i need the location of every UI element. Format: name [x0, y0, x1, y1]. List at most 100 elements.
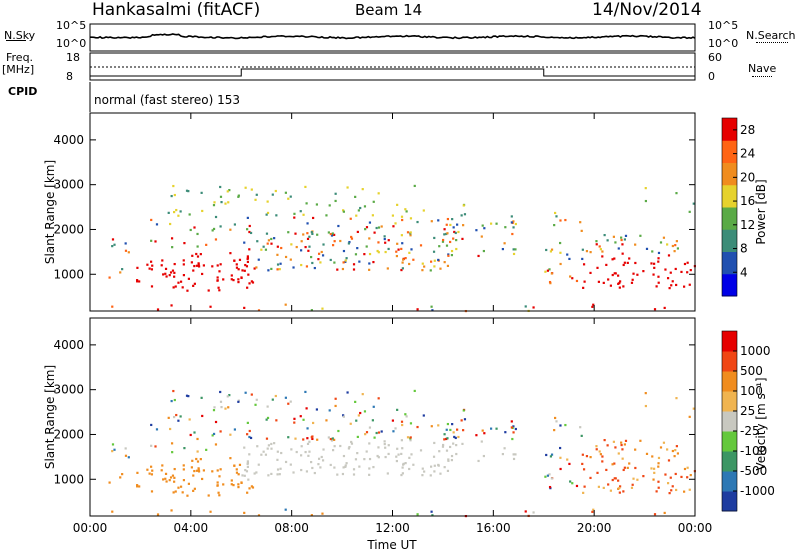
power-echo-cell [409, 231, 412, 234]
velocity-echo-cell [416, 513, 419, 516]
power-echo-cell [325, 214, 328, 217]
power-echo-cell [669, 271, 672, 274]
power-echo-cell [438, 245, 441, 248]
power-echo-cell [227, 201, 230, 204]
power-echo-cell [463, 213, 467, 216]
power-echo-cell [611, 258, 614, 261]
velocity-echo-cell [222, 483, 225, 486]
velocity-echo-cell [620, 441, 623, 444]
power-echo-cell [287, 231, 290, 234]
power-echo-cell [408, 251, 411, 254]
velocity-echo-cell [119, 476, 122, 479]
power-echo-cell [127, 251, 130, 254]
power-echo-cell [375, 226, 378, 230]
power-echo-cell [582, 263, 586, 266]
power-echo-cell [121, 268, 124, 271]
velocity-echo-cell [636, 478, 639, 481]
power-echo-cell [171, 246, 174, 249]
velocity-echo-cell [156, 513, 160, 516]
velocity-echo-cell [621, 457, 624, 460]
velocity-echo-cell [255, 398, 258, 401]
velocity-echo-cell [443, 438, 446, 441]
power-echo-cell [400, 247, 403, 251]
power-echo-cell [150, 285, 154, 288]
power-echo-cell [173, 275, 176, 278]
power-echo-cell [450, 249, 454, 253]
velocity-echo-cell [310, 460, 313, 464]
colorbar-swatch [722, 351, 737, 372]
velocity-echo-cell [358, 465, 361, 468]
velocity-echo-cell [179, 485, 183, 488]
power-echo-cell [462, 204, 465, 207]
colorbar-swatch [722, 471, 737, 492]
power-echo-cell [480, 235, 483, 238]
velocity-echo-cell [555, 420, 558, 423]
velocity-echo-cell [400, 420, 404, 423]
power-echo-cell [368, 262, 371, 265]
power-echo-cell [354, 195, 357, 198]
velocity-echo-cell [266, 447, 269, 450]
velocity-echo-cell [154, 445, 157, 448]
power-echo-cell [219, 185, 222, 189]
velocity-echo-cell [669, 476, 672, 479]
velocity-echo-cell [670, 489, 673, 492]
power-echo-cell [622, 263, 625, 267]
power-echo-cell [305, 265, 309, 268]
velocity-echo-cell [190, 466, 193, 469]
power-echo-cell [299, 210, 302, 213]
velocity-echo-cell [384, 455, 387, 459]
power-echo-cell [446, 232, 449, 235]
velocity-echo-cell [455, 452, 458, 456]
velocity-echo-cell [229, 457, 232, 460]
velocity-echo-cell [334, 404, 337, 408]
velocity-echo-cell [559, 424, 562, 427]
velocity-echo-cell [437, 424, 440, 427]
velocity-echo-cell [419, 449, 423, 452]
power-echo-cell [653, 266, 656, 269]
velocity-echo-cell [187, 395, 190, 398]
velocity-echo-cell [377, 431, 381, 434]
velocity-echo-cell [311, 466, 314, 470]
velocity-echo-cell [183, 447, 186, 450]
velocity-cbar-label: Velocity [m s⁻¹] [754, 377, 768, 470]
power-echo-cell [555, 215, 558, 218]
power-echo-cell [575, 279, 579, 283]
velocity-echo-cell [405, 415, 408, 418]
velocity-echo-cell [342, 454, 346, 458]
power-echo-cell [205, 243, 208, 246]
power-echo-cell [585, 250, 589, 253]
power-echo-cell [111, 238, 115, 241]
velocity-echo-cell [553, 428, 556, 432]
colorbar-swatch [722, 140, 737, 163]
velocity-echo-cell [161, 464, 164, 467]
velocity-echo-cell [401, 466, 404, 469]
power-echo-cell [514, 248, 517, 251]
velocity-echo-cell [579, 426, 582, 429]
velocity-echo-cell [197, 468, 200, 471]
velocity-echo-cell [581, 462, 584, 466]
velocity-echo-cell [287, 402, 290, 405]
velocity-echo-cell [463, 418, 467, 421]
velocity-echo-cell [657, 465, 660, 468]
velocity-echo-cell [598, 450, 601, 453]
velocity-echo-cell [673, 455, 676, 458]
power-echo-cell [409, 217, 413, 220]
power-echo-cell [445, 232, 448, 236]
power-echo-cell [300, 249, 303, 252]
power-echo-cell [292, 266, 295, 269]
velocity-echo-cell [400, 439, 403, 442]
velocity-echo-cell [237, 473, 240, 476]
power-echo-cell [406, 231, 410, 234]
power-echo-cell [618, 281, 621, 285]
power-echo-cell [138, 280, 141, 283]
velocity-echo-cell [612, 440, 615, 443]
velocity-echo-cell [441, 443, 445, 447]
colorbar-swatch [722, 229, 737, 252]
velocity-echo-cell [503, 447, 506, 450]
power-echo-cell [266, 211, 270, 215]
velocity-echo-cell [652, 478, 655, 481]
velocity-echo-cell [686, 466, 689, 469]
power-echo-cell [300, 263, 303, 267]
power-echo-cell [395, 254, 398, 258]
power-echo-cell [333, 261, 336, 264]
